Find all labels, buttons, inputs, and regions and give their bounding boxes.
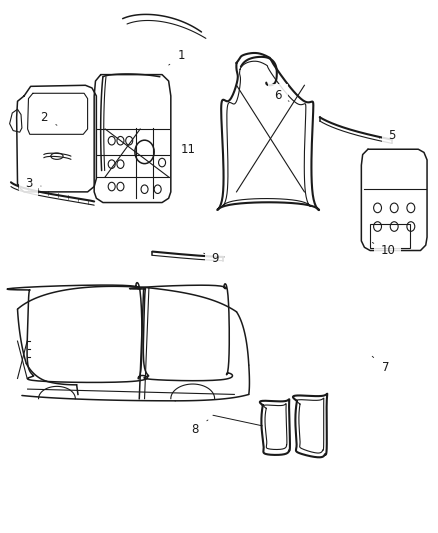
Text: 8: 8: [191, 420, 208, 435]
Text: 10: 10: [372, 243, 395, 257]
Text: 5: 5: [379, 130, 396, 142]
Text: 6: 6: [274, 90, 289, 102]
Text: 3: 3: [25, 177, 41, 190]
Text: 9: 9: [204, 252, 219, 265]
Text: 7: 7: [372, 356, 389, 374]
Text: 2: 2: [40, 111, 57, 125]
Text: 11: 11: [181, 143, 196, 156]
Text: 1: 1: [169, 50, 186, 65]
